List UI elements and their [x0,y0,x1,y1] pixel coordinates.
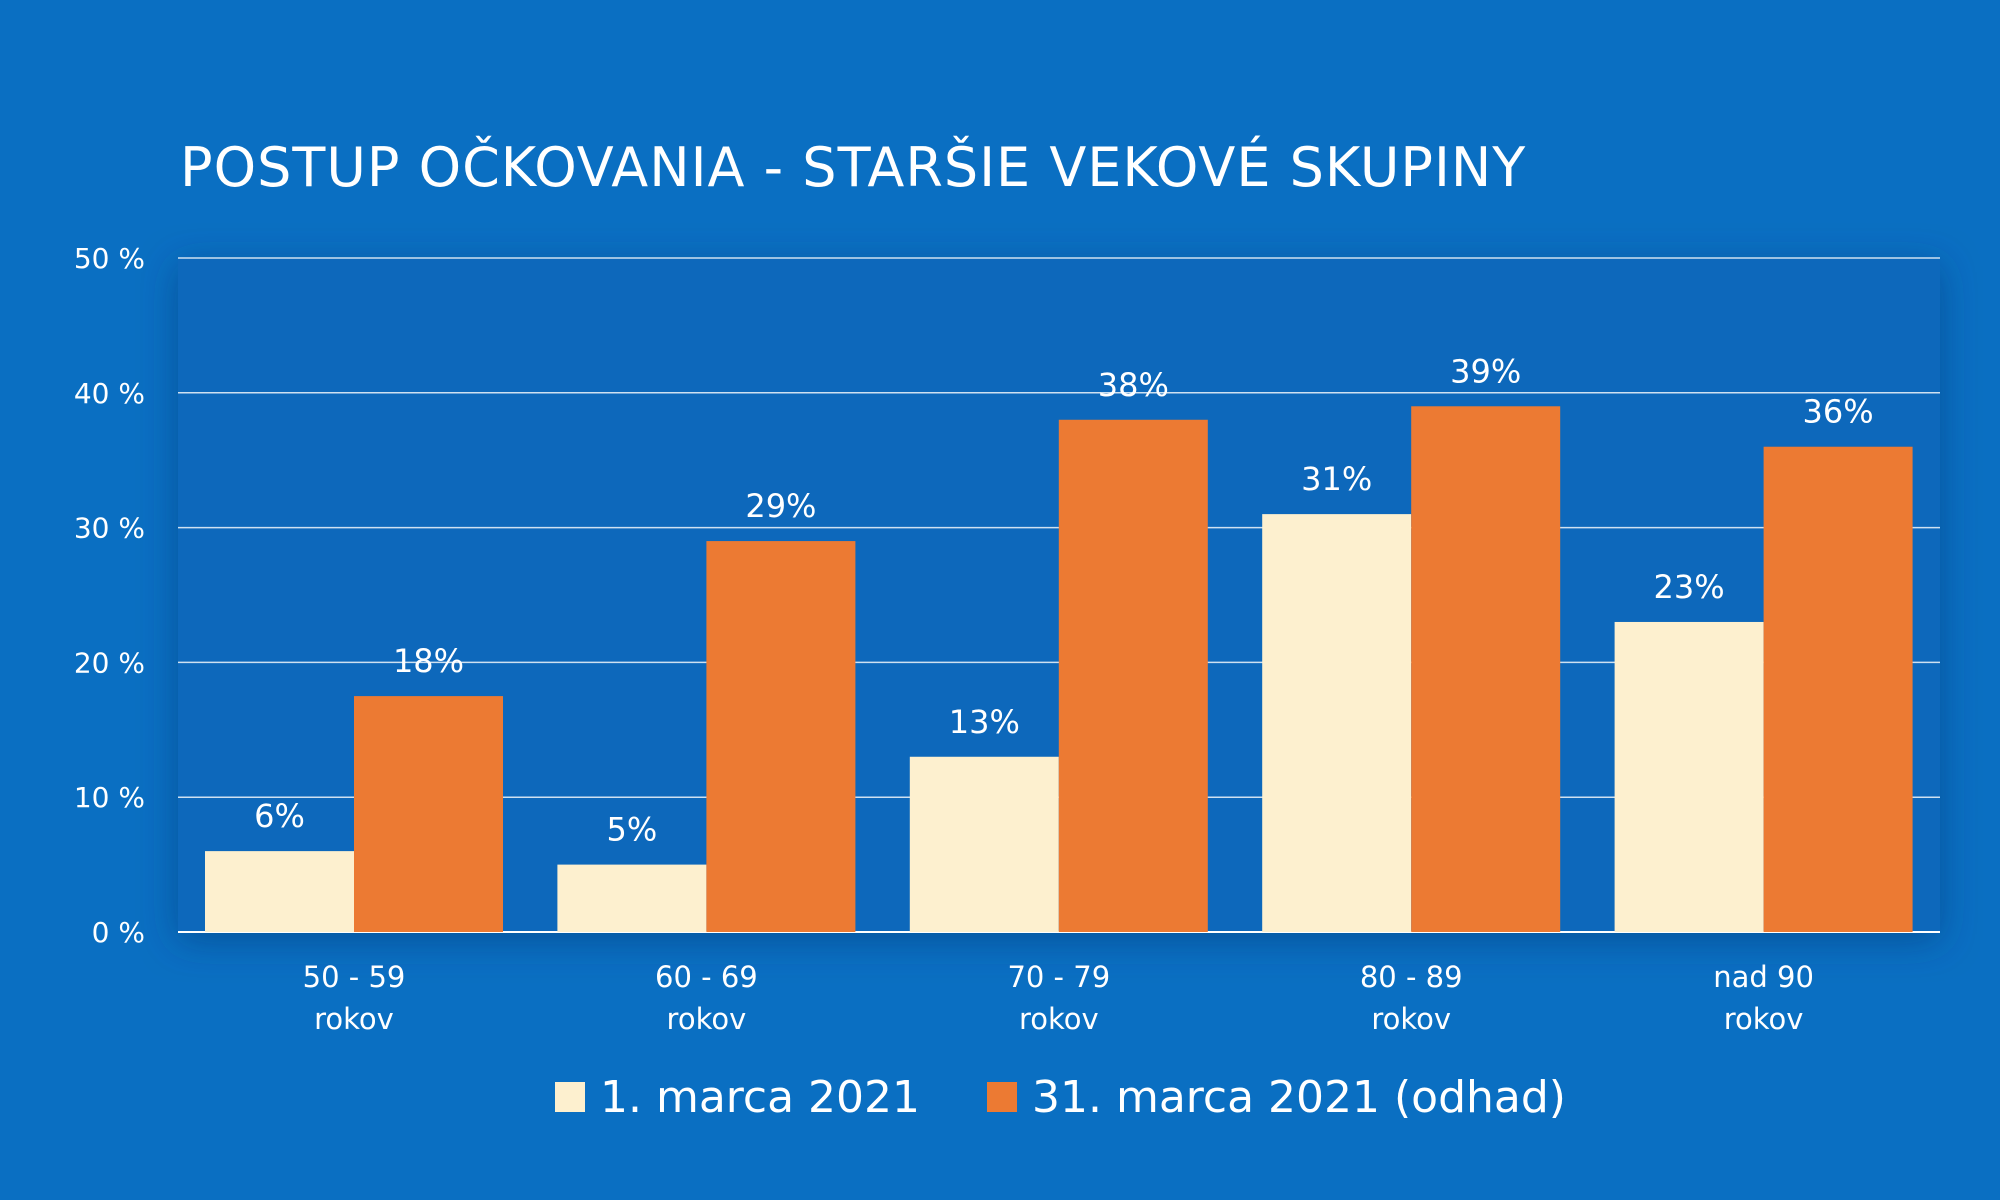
bar [1411,406,1561,932]
y-tick-label: 10 % [74,781,145,814]
x-category-label: 80 - 89 [1360,960,1463,994]
data-label: 39% [1450,352,1521,390]
x-category-label: rokov [1019,1002,1099,1036]
data-label: 13% [949,703,1020,741]
bar [1058,419,1208,932]
data-label: 6% [254,797,305,835]
y-axis-tick-labels: 0 % 10 % 20 % 30 % 40 % 50 % [74,242,145,949]
data-label: 18% [393,642,464,680]
x-category-label: rokov [1371,1002,1451,1036]
data-label: 36% [1803,393,1874,431]
y-tick-label: 20 % [74,646,145,679]
x-category-label: 70 - 79 [1007,960,1110,994]
data-label: 5% [607,811,658,849]
data-label: 38% [1098,366,1169,404]
legend-label: 31. marca 2021 (odhad) [1032,1072,1566,1123]
chart-title: POSTUP OČKOVANIA - STARŠIE VEKOVÉ SKUPIN… [180,136,1526,199]
y-tick-label: 40 % [74,377,145,410]
legend: 1. marca 2021 31. marca 2021 (odhad) [555,1072,1566,1123]
x-category-label: rokov [314,1002,394,1036]
data-label: 29% [745,487,816,525]
legend-label: 1. marca 2021 [600,1072,920,1123]
legend-swatch [555,1082,585,1112]
bar [205,851,354,932]
y-tick-label: 50 % [74,242,145,275]
x-category-label: nad 90 [1713,960,1814,994]
bars [205,406,1913,932]
x-category-label: rokov [667,1002,747,1036]
x-category-label: 50 - 59 [303,960,406,994]
bar [1262,514,1412,932]
bar [706,541,856,932]
data-label: 31% [1301,460,1372,498]
x-category-label: rokov [1724,1002,1804,1036]
legend-swatch [987,1082,1017,1112]
y-tick-label: 30 % [74,512,145,545]
x-axis-category-labels: 50 - 59 rokov 60 - 69 rokov 70 - 79 rokov 80 -… [303,960,1814,1036]
bar [1763,446,1913,932]
bar [354,696,503,932]
bar [557,864,707,932]
data-labels: 6% 18% 5% 29% 13% 38% 31% 39% 23% 36% [254,352,1874,848]
bar [909,756,1059,932]
y-tick-label: 0 % [92,916,145,949]
x-category-label: 60 - 69 [655,960,758,994]
bar [1614,621,1764,932]
data-label: 23% [1654,568,1725,606]
